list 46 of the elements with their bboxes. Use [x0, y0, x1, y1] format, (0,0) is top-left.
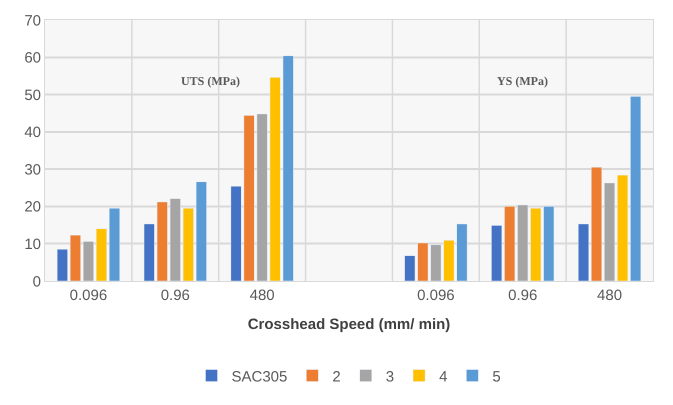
x-tick-label: 0.096: [70, 287, 108, 304]
bar: [456, 224, 468, 281]
y-tick-label: 60: [24, 50, 41, 67]
y-tick-label: 30: [24, 161, 41, 178]
bar: [504, 206, 516, 281]
bar: [182, 208, 194, 281]
annotation: UTS (MPa): [181, 74, 240, 88]
x-tick-label: 480: [597, 287, 622, 304]
bar: [591, 167, 602, 281]
bar: [82, 241, 94, 281]
bar: [417, 242, 428, 281]
bar: [604, 182, 616, 281]
bar: [230, 186, 242, 281]
y-tick-label: 40: [24, 124, 41, 142]
legend-label: 5: [492, 368, 501, 386]
x-tick-label: 480: [250, 287, 275, 304]
y-tick-label: 10: [24, 236, 41, 253]
y-tick-label: 50: [24, 86, 41, 104]
bar: [491, 225, 502, 281]
bar: [196, 182, 207, 281]
bar: [56, 249, 68, 281]
bar: [256, 114, 268, 281]
bar: [109, 208, 120, 281]
legend-label: 2: [332, 368, 341, 386]
bar: [617, 174, 628, 281]
bar: [244, 115, 255, 281]
bar: [578, 224, 589, 281]
x-tick-label: 0.96: [508, 287, 538, 304]
legend-label: SAC305: [232, 368, 288, 386]
bar: [70, 234, 81, 281]
bar: [96, 228, 107, 281]
y-tick-label: 70: [24, 12, 41, 30]
bar: [430, 244, 442, 281]
x-axis-title: Crosshead Speed (mm/ min): [248, 316, 450, 333]
x-tick-label: 0.096: [417, 287, 455, 304]
legend-label: 4: [439, 368, 448, 386]
x-tick-label: 0.96: [160, 287, 190, 304]
annotation: YS (MPa): [497, 74, 548, 88]
bar: [404, 255, 416, 281]
y-tick-label: 20: [24, 198, 41, 216]
y-tick-label: 0: [32, 273, 41, 290]
bar: [630, 96, 642, 281]
bar: [443, 240, 454, 281]
bar: [282, 56, 294, 281]
bar: [270, 77, 281, 281]
legend-label: 3: [386, 368, 394, 386]
